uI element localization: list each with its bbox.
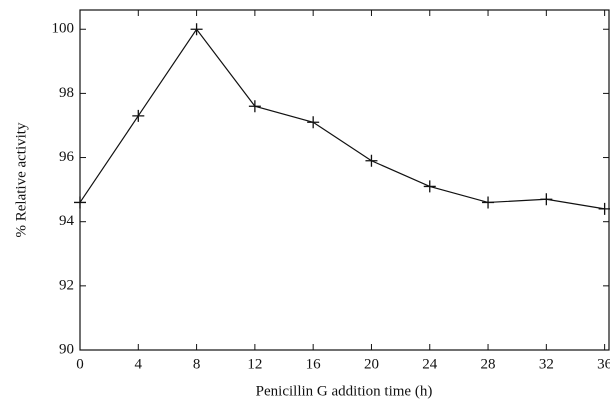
y-tick-label: 92 [59, 277, 74, 293]
x-tick-label: 24 [422, 356, 438, 372]
y-tick-label: 90 [59, 341, 74, 357]
marker [132, 109, 145, 122]
marker [190, 23, 203, 36]
x-axis-label: Penicillin G addition time (h) [256, 383, 433, 399]
x-tick-label: 32 [539, 356, 554, 372]
x-tick-label: 16 [306, 356, 322, 372]
marker [598, 202, 610, 215]
y-tick-label: 98 [59, 85, 74, 101]
x-tick-label: 8 [193, 356, 201, 372]
y-tick-label: 94 [59, 213, 75, 229]
plot-frame [79, 9, 610, 351]
marker [248, 100, 261, 113]
x-tick-label: 20 [364, 356, 379, 372]
marker [482, 196, 495, 209]
marker [307, 116, 320, 129]
marker [74, 196, 86, 209]
y-tick-label: 96 [59, 149, 75, 165]
marker [423, 180, 436, 193]
x-tick-label: 4 [135, 356, 143, 372]
y-tick-label: 100 [52, 21, 75, 37]
marker [365, 154, 378, 167]
marker [540, 193, 553, 206]
line [79, 28, 605, 210]
x-tick-label: 12 [247, 356, 262, 372]
x-tick-label: 0 [76, 356, 84, 372]
y-axis-label: % Relative activity [13, 122, 29, 237]
x-tick-label: 36 [597, 356, 610, 372]
x-tick-label: 28 [481, 356, 496, 372]
